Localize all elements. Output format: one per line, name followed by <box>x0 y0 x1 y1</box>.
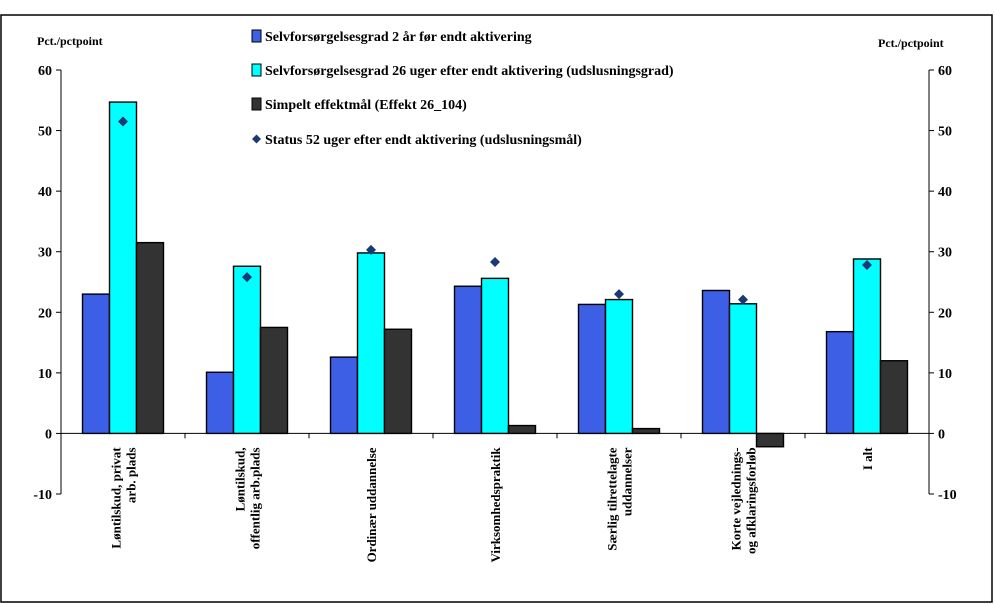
legend-swatch-marker <box>252 134 261 144</box>
x-tick-label: arb. plads <box>124 447 139 503</box>
bar-series2 <box>604 298 634 435</box>
y-axis-label-left: Pct./pctpoint <box>37 34 103 48</box>
y-tick-label-left: 0 <box>45 427 52 442</box>
bar-series2 <box>728 303 758 435</box>
y-tick-label-right: 0 <box>938 427 945 442</box>
marker-status-52 <box>366 244 376 255</box>
x-tick-label: uddannelser <box>620 447 635 516</box>
y-tick-label-left: 30 <box>38 246 52 261</box>
legend-swatch-series2 <box>251 63 262 77</box>
legend-swatch-series1 <box>251 29 262 43</box>
y-tick-label-left: -10 <box>33 488 52 503</box>
marker-status-52 <box>118 116 128 127</box>
legend-label: Simpelt effektmål (Effekt 26_104) <box>265 98 467 113</box>
y-tick-label-left: 40 <box>38 185 52 200</box>
bar-series3 <box>755 432 785 448</box>
marker-status-52 <box>614 289 624 300</box>
y-tick-label-right: 20 <box>938 306 952 321</box>
y-axis-label-right: Pct./pctpoint <box>878 36 944 50</box>
bar-series3 <box>879 360 909 435</box>
y-tick-label-right: -10 <box>938 488 957 503</box>
bar-series3 <box>259 326 289 435</box>
y-tick-label-right: 60 <box>938 64 952 79</box>
bar-series2 <box>232 265 262 435</box>
marker-status-52 <box>738 294 748 305</box>
bar-series2 <box>852 258 882 435</box>
bar-series2 <box>108 101 138 435</box>
x-tick-label: og afklaringsforløb <box>744 447 759 554</box>
y-tick-label-left: 20 <box>38 306 52 321</box>
bar-series2 <box>356 252 386 435</box>
x-tick-label: Særlig tilrettelagte <box>605 447 620 551</box>
marker-status-52 <box>242 272 252 283</box>
bar-series1 <box>453 285 483 435</box>
marker-status-52 <box>862 260 872 271</box>
legend-label: Selvforsørgelsesgrad 26 uger efter endt … <box>265 64 674 79</box>
bar-series1 <box>205 371 235 435</box>
bar-series3 <box>507 424 537 435</box>
x-tick-labels: Løntilskud, privat arb. plads Løntilskud, o… <box>109 447 876 563</box>
legend-label: Status 52 uger efter endt aktivering (ud… <box>265 133 582 148</box>
x-tick-label: Korte vejlednings- <box>729 447 744 550</box>
bar-series1 <box>329 356 359 435</box>
x-tick-label: I alt <box>860 447 875 470</box>
x-tick-label: Løntilskud, <box>233 447 248 511</box>
bar-series3 <box>631 427 661 435</box>
x-tick-label: offentlig arb.plads <box>248 447 263 549</box>
y-tick-label-right: 40 <box>938 185 952 200</box>
bar-series2 <box>480 277 510 435</box>
bar-series3 <box>383 328 413 435</box>
y-tick-label-right: 30 <box>938 246 952 261</box>
bar-series1 <box>701 289 731 435</box>
legend: Selvforsørgelsesgrad 2 år før endt aktiv… <box>251 29 674 148</box>
chart-frame <box>0 14 993 603</box>
x-tick-label: Løntilskud, privat <box>109 447 124 549</box>
y-tick-label-left: 50 <box>38 125 52 140</box>
x-tick-label: Ordinær uddannelse <box>364 447 379 562</box>
bar-series3 <box>135 241 165 435</box>
bar-series1 <box>81 293 111 435</box>
y-tick-label-left: 10 <box>38 367 52 382</box>
bar-series1 <box>577 303 607 435</box>
bar-series1 <box>825 330 855 435</box>
legend-swatch-series3 <box>251 97 262 111</box>
bars <box>81 101 909 448</box>
legend-label: Selvforsørgelsesgrad 2 år før endt aktiv… <box>265 30 532 45</box>
y-tick-label-right: 10 <box>938 367 952 382</box>
x-tick-label: Virksomhedspraktik <box>488 447 503 563</box>
y-tick-label-right: 50 <box>938 125 952 140</box>
y-tick-label-left: 60 <box>38 64 52 79</box>
marker-status-52 <box>490 257 500 268</box>
markers <box>118 116 872 305</box>
